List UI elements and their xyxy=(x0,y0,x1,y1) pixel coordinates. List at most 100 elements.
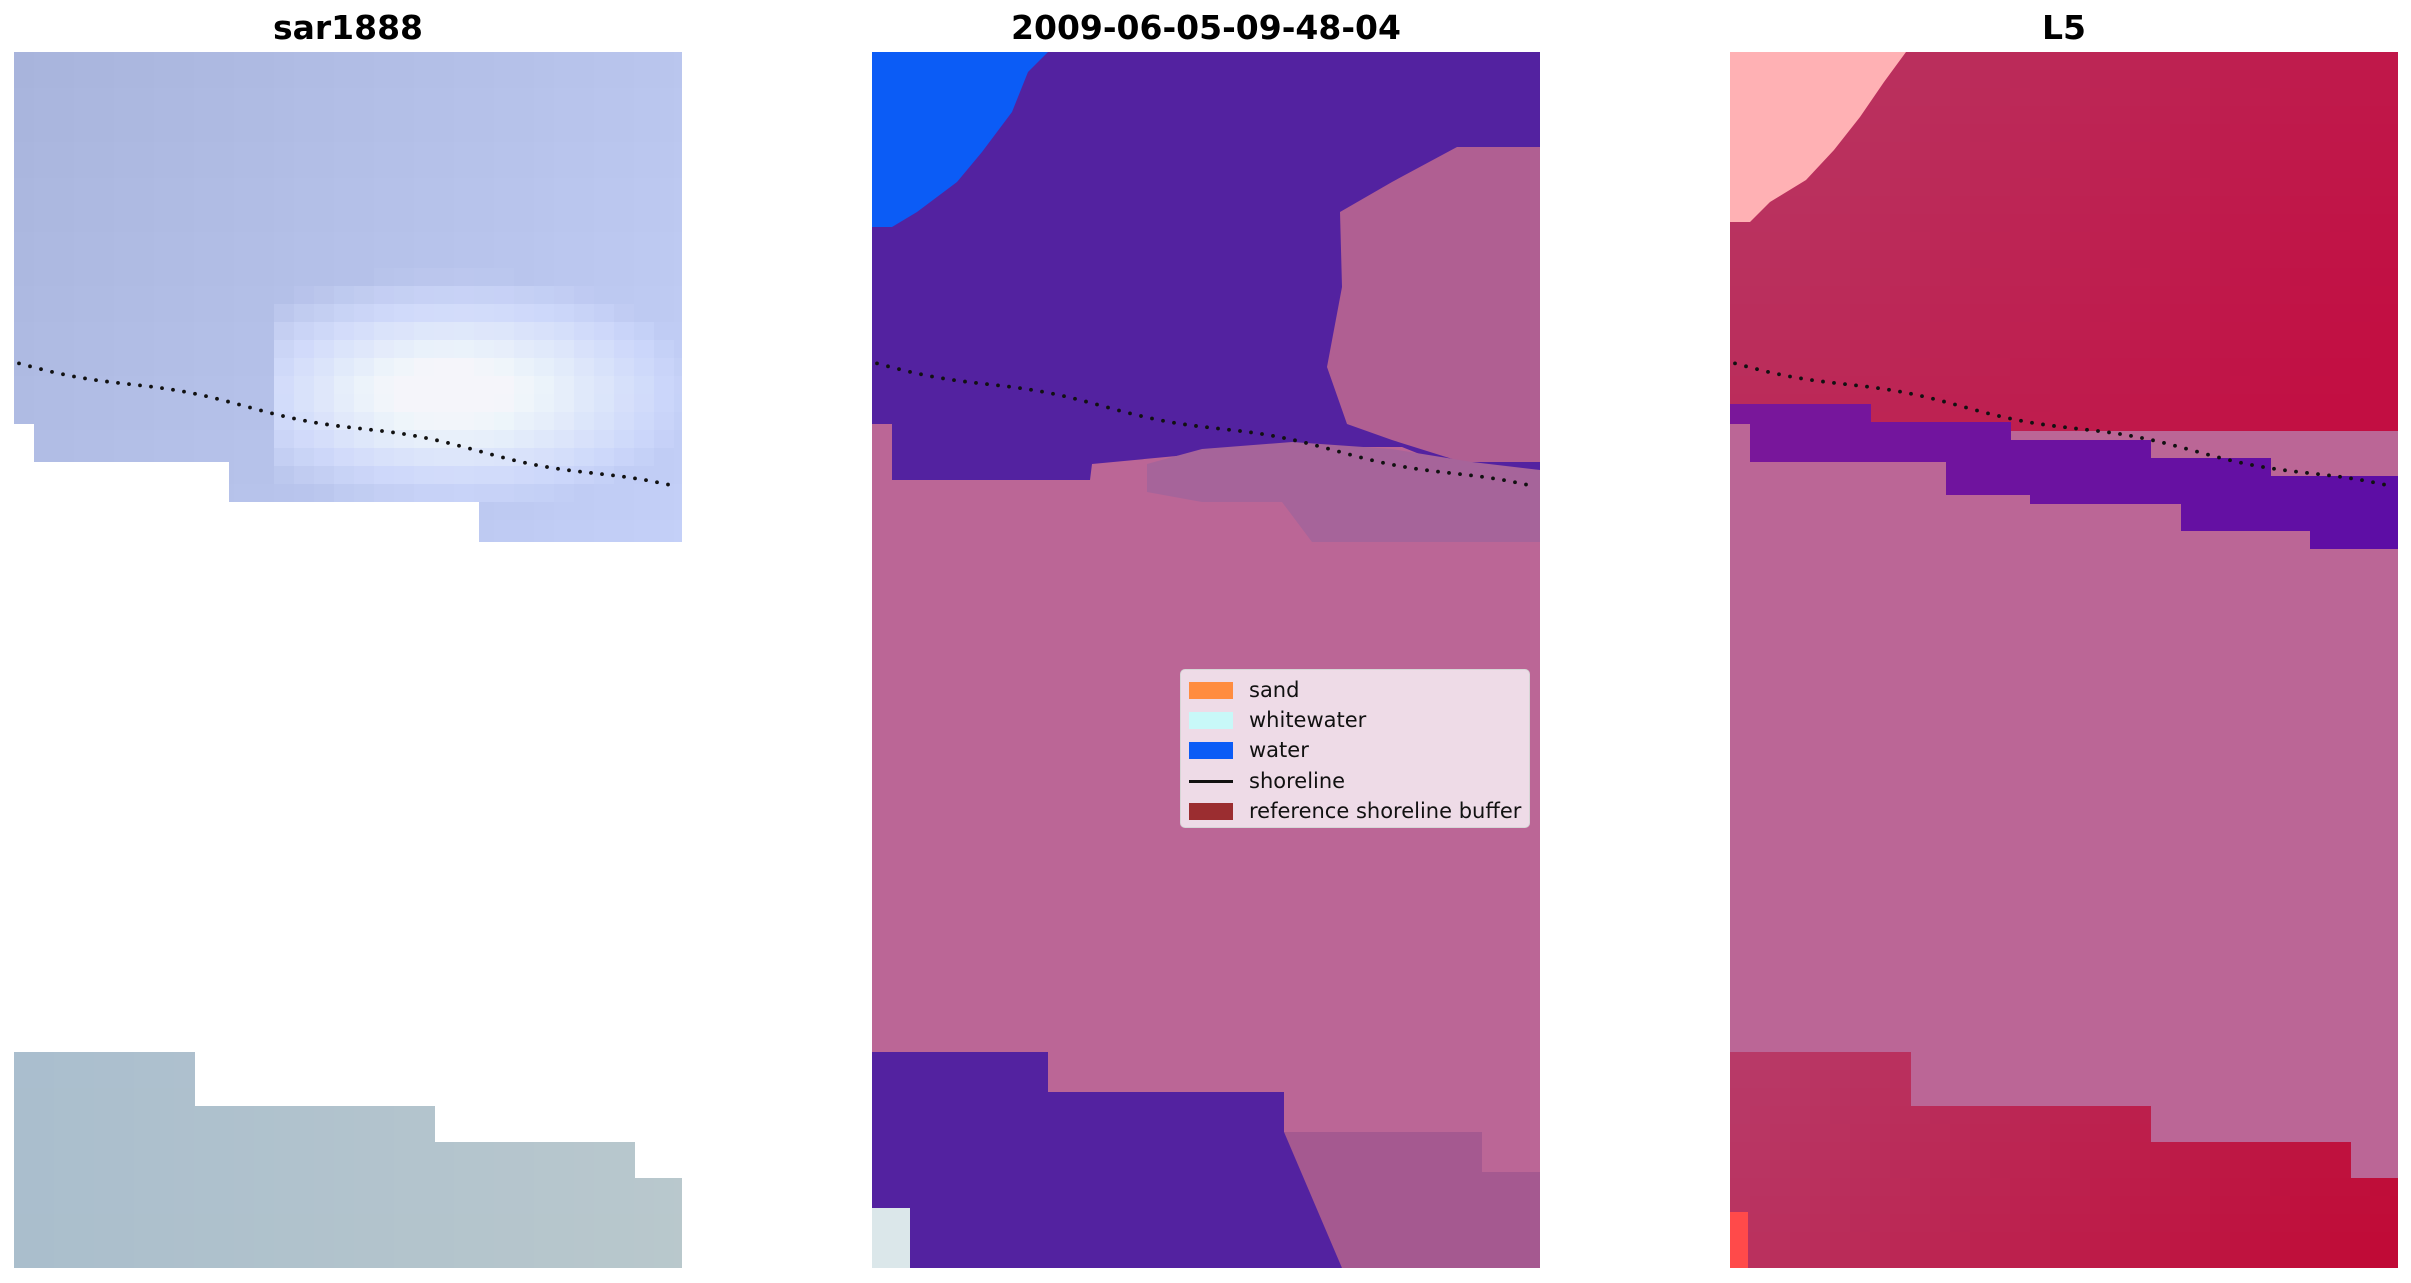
shoreline-dot xyxy=(1920,394,1924,399)
index-pixel xyxy=(1750,1088,1771,1107)
rgb-pixel xyxy=(334,322,355,341)
rgb-pixel xyxy=(414,322,435,341)
index-pixel xyxy=(2110,322,2131,341)
index-pixel xyxy=(1830,1160,1851,1179)
rgb-pixel xyxy=(394,304,415,323)
rgb-pixel xyxy=(254,340,275,359)
index-water-pixel xyxy=(2010,458,2031,477)
shoreline-dot xyxy=(644,478,648,483)
rgb-pixel xyxy=(114,88,135,107)
rgb-pixel xyxy=(374,430,395,449)
index-pixel xyxy=(2030,88,2051,107)
index-pixel xyxy=(2010,70,2031,89)
index-pixel xyxy=(1970,196,1991,215)
index-pixel xyxy=(2010,178,2031,197)
index-pixel xyxy=(2250,1196,2271,1215)
index-pixel xyxy=(2150,1214,2171,1233)
shoreline-dot xyxy=(2129,433,2133,438)
index-pixel xyxy=(2390,232,2398,251)
rgb-pixel xyxy=(394,250,415,269)
index-pixel xyxy=(1790,340,1811,359)
index-water-pixel xyxy=(2050,440,2071,459)
index-pixel xyxy=(1890,1160,1911,1179)
index-pixel xyxy=(2090,358,2111,377)
index-pixel xyxy=(1770,232,1791,251)
index-pixel xyxy=(2350,358,2371,377)
shoreline-dot xyxy=(2261,465,2265,469)
shoreline-dot xyxy=(1029,387,1033,392)
shoreline-dot xyxy=(600,472,604,477)
index-pixel xyxy=(1810,1250,1831,1268)
index-pixel xyxy=(2230,286,2251,305)
rgb-pixel xyxy=(254,448,275,467)
rgb-pixel xyxy=(94,1214,115,1233)
rgb-pixel xyxy=(594,232,615,251)
index-pixel xyxy=(2010,88,2031,107)
rgb-pixel xyxy=(194,52,215,71)
index-pixel xyxy=(2270,1196,2291,1215)
index-pixel xyxy=(2070,394,2091,413)
index-pixel xyxy=(1730,376,1751,395)
legend-label-reference-shoreline-buffer: reference shoreline buffer xyxy=(1249,799,1522,824)
rgb-pixel xyxy=(14,124,35,143)
shoreline-dot xyxy=(1161,418,1165,423)
rgb-pixel xyxy=(674,412,682,431)
index-pixel xyxy=(2110,1250,2131,1268)
shoreline-dot xyxy=(1865,384,1869,389)
index-water-pixel xyxy=(1770,422,1791,441)
index-pixel xyxy=(1990,268,2011,287)
rgb-pixel xyxy=(294,70,315,89)
rgb-pixel xyxy=(534,1142,555,1161)
rgb-pixel xyxy=(314,340,335,359)
index-pixel xyxy=(2050,286,2071,305)
index-pixel xyxy=(2370,358,2391,377)
index-water-pixel xyxy=(2390,476,2398,495)
index-pixel xyxy=(2190,124,2211,143)
water-swatch xyxy=(1189,742,1233,760)
index-pixel xyxy=(2370,142,2391,161)
shoreline-dot xyxy=(1997,414,2001,418)
index-pixel xyxy=(2130,1196,2151,1215)
rgb-pixel xyxy=(14,1052,35,1071)
shoreline-dot xyxy=(490,452,494,457)
index-pixel xyxy=(2250,1214,2271,1233)
rgb-pixel xyxy=(594,286,615,305)
shoreline-dot xyxy=(171,387,175,392)
index-pixel xyxy=(2110,412,2131,431)
index-pixel xyxy=(2050,1178,2071,1197)
index-pixel xyxy=(2210,1250,2231,1268)
rgb-pixel xyxy=(274,250,295,269)
index-pixel xyxy=(1770,286,1791,305)
rgb-pixel xyxy=(94,412,115,431)
index-pixel xyxy=(1810,376,1831,395)
index-water-pixel xyxy=(2310,494,2331,513)
rgb-pixel xyxy=(654,484,675,503)
rgb-pixel xyxy=(154,1070,175,1089)
index-pixel xyxy=(1870,1196,1891,1215)
index-water-pixel xyxy=(2030,476,2051,495)
index-pixel xyxy=(1950,1250,1971,1268)
index-pixel xyxy=(2350,304,2371,323)
shoreline-dot xyxy=(578,469,582,474)
index-pixel xyxy=(2330,358,2351,377)
rgb-pixel xyxy=(174,214,195,233)
rgb-pixel xyxy=(434,88,455,107)
index-pixel xyxy=(2270,70,2291,89)
index-pixel xyxy=(2110,52,2131,71)
rgb-pixel xyxy=(214,430,235,449)
index-pixel xyxy=(1950,142,1971,161)
rgb-pixel xyxy=(294,340,315,359)
index-water-pixel xyxy=(1910,422,1931,441)
rgb-pixel xyxy=(334,340,355,359)
rgb-pixel xyxy=(474,214,495,233)
rgb-pixel xyxy=(614,88,635,107)
rgb-pixel xyxy=(314,358,335,377)
rgb-pixel xyxy=(554,430,575,449)
rgb-pixel xyxy=(294,268,315,287)
index-pixel xyxy=(1830,1070,1851,1089)
rgb-pixel xyxy=(234,232,255,251)
rgb-pixel xyxy=(274,1232,295,1251)
rgb-pixel xyxy=(114,412,135,431)
rgb-pixel xyxy=(674,430,682,449)
rgb-pixel xyxy=(254,322,275,341)
